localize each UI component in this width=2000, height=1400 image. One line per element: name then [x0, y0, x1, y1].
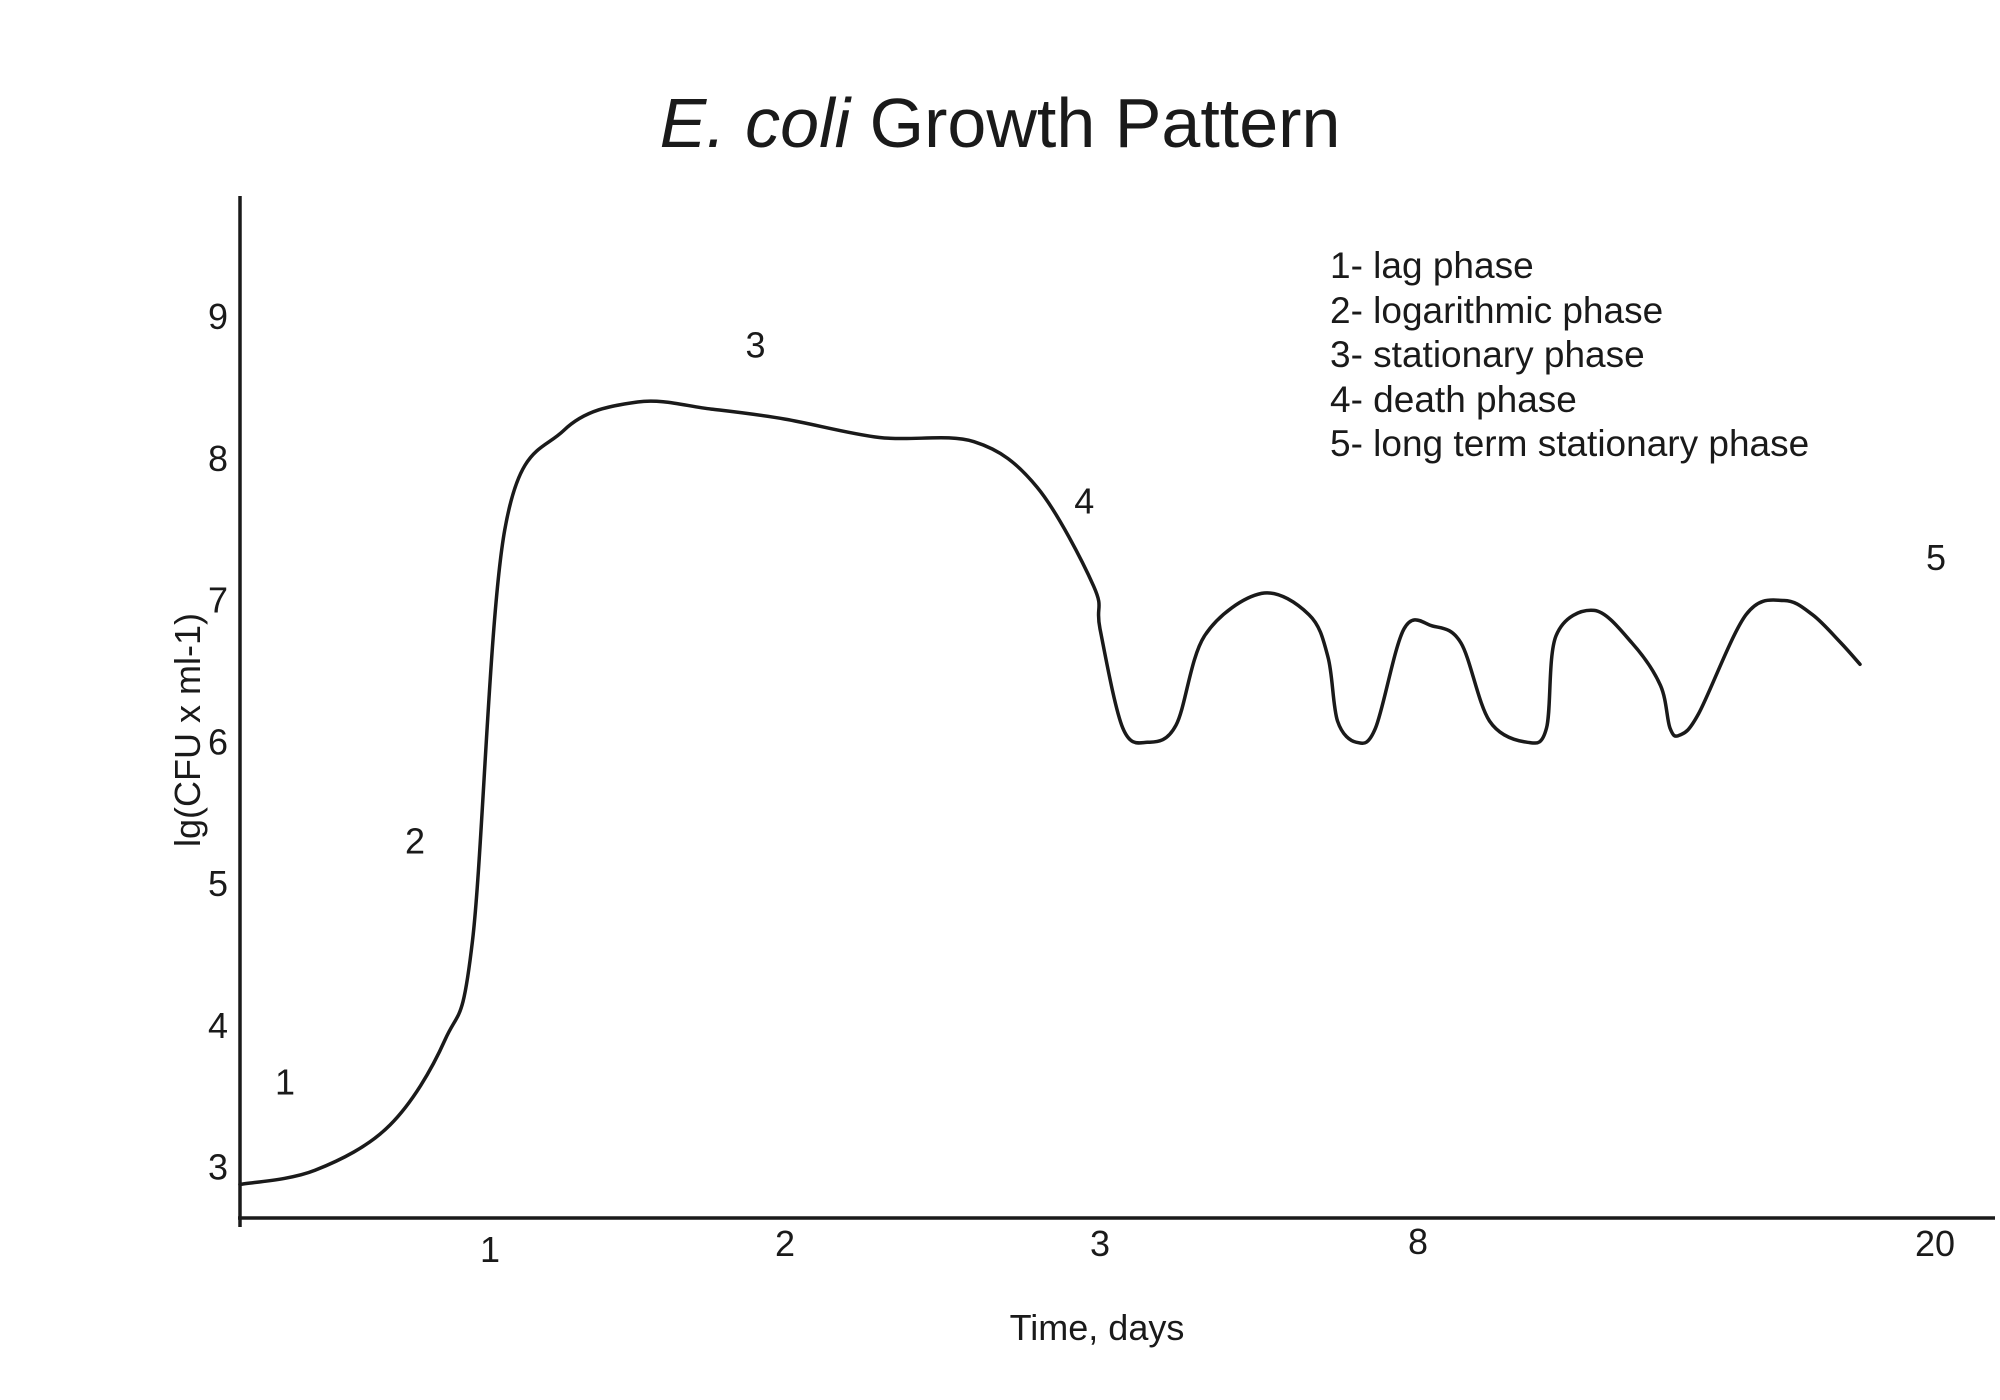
phase-label: 4 [1074, 480, 1094, 521]
phase-label: 3 [745, 324, 765, 365]
x-tick-label: 2 [775, 1223, 795, 1264]
y-tick-label: 7 [208, 580, 228, 621]
y-tick-label: 5 [208, 863, 228, 904]
x-axis-label: Time, days [1010, 1307, 1185, 1348]
y-axis-label: lg(CFU x ml-1) [167, 613, 208, 847]
chart-title-italic: E. coli [659, 84, 851, 162]
y-tick-label: 8 [208, 438, 228, 479]
legend-item: 2- logarithmic phase [1330, 289, 1664, 331]
growth-curve [238, 399, 1862, 1187]
y-tick-label: 3 [208, 1147, 228, 1188]
legend-item: 4- death phase [1330, 378, 1577, 420]
y-tick-label: 4 [208, 1005, 228, 1046]
legend-item: 1- lag phase [1330, 245, 1534, 286]
legend: 1- lag phase 2- logarithmic phase 3- stati… [1330, 244, 1809, 467]
x-tick-label: 3 [1090, 1223, 1110, 1264]
phase-label: 5 [1926, 537, 1946, 578]
chart-title-rest: Growth Pattern [869, 84, 1341, 162]
chart-title: E. coli Growth Pattern [0, 78, 2000, 168]
y-tick-label: 9 [208, 296, 228, 337]
legend-item: 3- stationary phase [1330, 334, 1645, 375]
x-tick-label: 20 [1915, 1223, 1955, 1264]
y-tick-label: 6 [208, 721, 228, 762]
legend-item: 5- long term stationary phase [1330, 423, 1810, 464]
phase-label: 2 [405, 820, 425, 861]
phase-label: 1 [275, 1061, 295, 1102]
x-tick-label: 1 [480, 1229, 500, 1270]
x-tick-label: 8 [1408, 1221, 1428, 1262]
